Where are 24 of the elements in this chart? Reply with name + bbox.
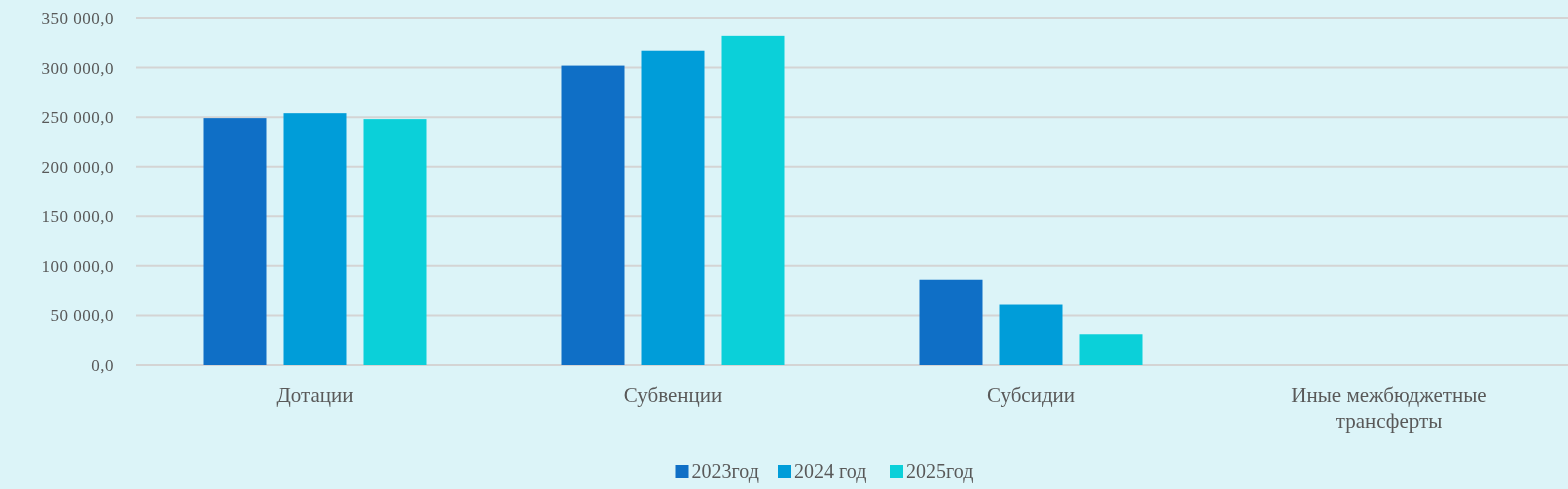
y-tick-label: 0,0 xyxy=(91,355,114,375)
y-tick-label: 100 000,0 xyxy=(41,256,114,276)
y-tick-label: 300 000,0 xyxy=(41,58,114,78)
legend-label: 2023год xyxy=(691,460,759,483)
x-tick-label: Субсидии xyxy=(986,383,1076,407)
bar xyxy=(363,119,427,365)
y-tick-label: 350 000,0 xyxy=(41,8,114,28)
y-tick-label: 150 000,0 xyxy=(41,207,114,227)
y-tick-label: 200 000,0 xyxy=(41,157,114,177)
bar xyxy=(203,118,267,365)
x-tick-label: Субвенции xyxy=(623,383,723,407)
bar xyxy=(641,50,705,365)
legend-label: 2025год xyxy=(906,460,974,483)
bar xyxy=(1079,334,1143,365)
x-tick-label: Иные межбюджетные трансферты xyxy=(1291,383,1487,433)
legend-label: 2024 год xyxy=(794,460,867,483)
bar xyxy=(919,279,983,365)
bar xyxy=(721,35,785,365)
x-tick-label: Дотации xyxy=(276,383,354,407)
bar xyxy=(561,65,625,365)
y-tick-label: 250 000,0 xyxy=(41,108,114,128)
y-tick-label: 50 000,0 xyxy=(50,306,114,326)
bar xyxy=(283,113,347,365)
bar xyxy=(999,304,1063,365)
